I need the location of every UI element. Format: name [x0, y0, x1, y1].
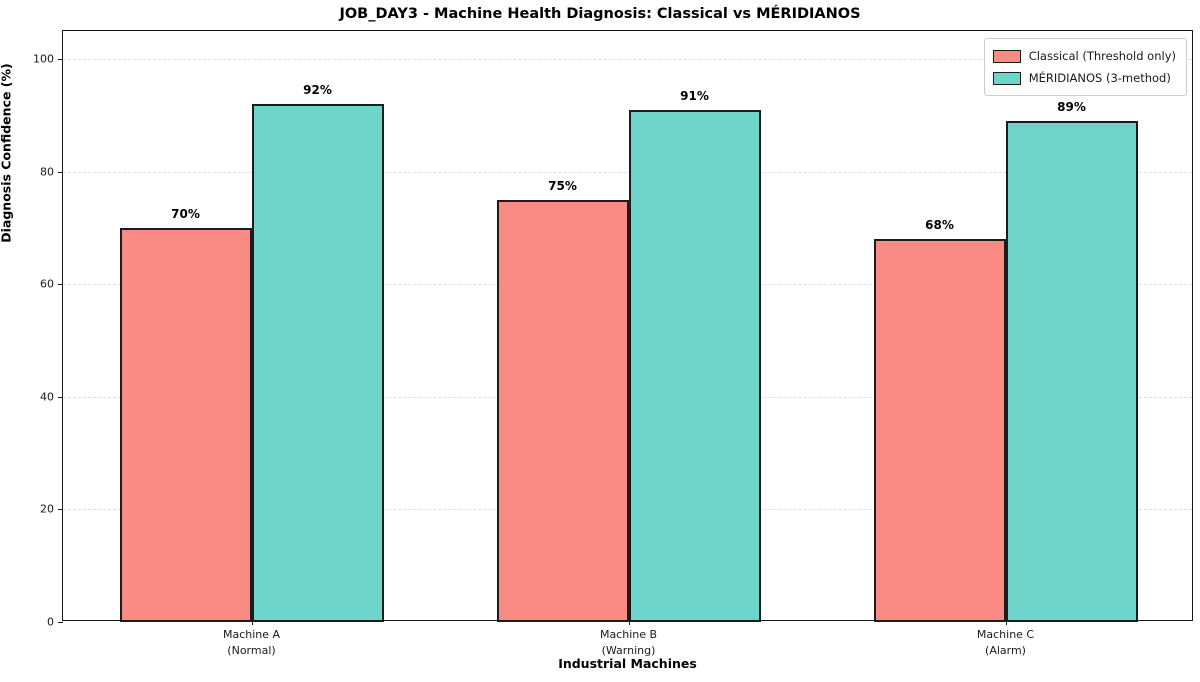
bar-classical-group-0 — [119, 228, 252, 622]
y-tick-label-100: 100 — [33, 52, 54, 66]
legend: Classical (Threshold only) MÉRIDIANOS (3… — [983, 38, 1187, 96]
y-axis-label: Diagnosis Confidence (%) — [0, 63, 14, 243]
bar-meridianos-group-0 — [251, 104, 384, 622]
y-tick-mark-100 — [58, 59, 63, 61]
y-tick-mark-80 — [58, 171, 63, 173]
bar-value-label: 91% — [680, 88, 709, 103]
legend-swatch-classical — [992, 49, 1021, 63]
y-tick-mark-0 — [58, 622, 63, 623]
legend-swatch-meridianos — [992, 71, 1021, 85]
x-tick-label-2: Machine C (Alarm) — [976, 628, 1035, 657]
bar-meridianos-group-2 — [1005, 121, 1138, 622]
y-tick-mark-20 — [58, 509, 63, 511]
x-tick-label-0: Machine A (Normal) — [222, 628, 281, 657]
bar-classical-group-1 — [496, 199, 629, 622]
bar-value-label: 89% — [1057, 100, 1086, 115]
y-tick-label-0: 0 — [47, 615, 54, 629]
bar-value-label: 70% — [171, 207, 200, 221]
x-tick-label-1: Machine B (Warning) — [599, 628, 658, 657]
x-axis-label: Industrial Machines — [558, 656, 697, 671]
legend-item-meridianos: MÉRIDIANOS (3-method) — [992, 67, 1176, 89]
y-tick-label-80: 80 — [40, 165, 54, 179]
bar-value-label: 68% — [925, 218, 954, 233]
gridline-y-100 — [63, 59, 1192, 61]
bar-classical-group-2 — [873, 239, 1006, 622]
legend-item-classical: Classical (Threshold only) — [992, 45, 1176, 67]
gridline-y-80 — [63, 171, 1192, 173]
legend-label-meridianos: MÉRIDIANOS (3-method) — [1028, 71, 1171, 85]
x-tick-mark-2 — [1005, 620, 1007, 625]
y-tick-mark-60 — [58, 284, 63, 286]
plot-area: Classical (Threshold only) MÉRIDIANOS (3… — [33, 30, 1193, 657]
bar-value-label: 75% — [548, 178, 577, 193]
x-tick-mark-1 — [628, 620, 630, 625]
legend-label-classical: Classical (Threshold only) — [1028, 49, 1176, 63]
y-tick-mark-40 — [58, 396, 63, 398]
bar-value-label: 92% — [303, 83, 332, 98]
chart-title: JOB_DAY3 - Machine Health Diagnosis: Cla… — [339, 6, 861, 22]
bar-meridianos-group-1 — [628, 109, 761, 622]
y-tick-label-20: 20 — [40, 502, 54, 516]
y-tick-label-40: 40 — [40, 390, 54, 404]
y-tick-label-60: 60 — [40, 277, 54, 291]
x-tick-mark-0 — [251, 620, 253, 625]
